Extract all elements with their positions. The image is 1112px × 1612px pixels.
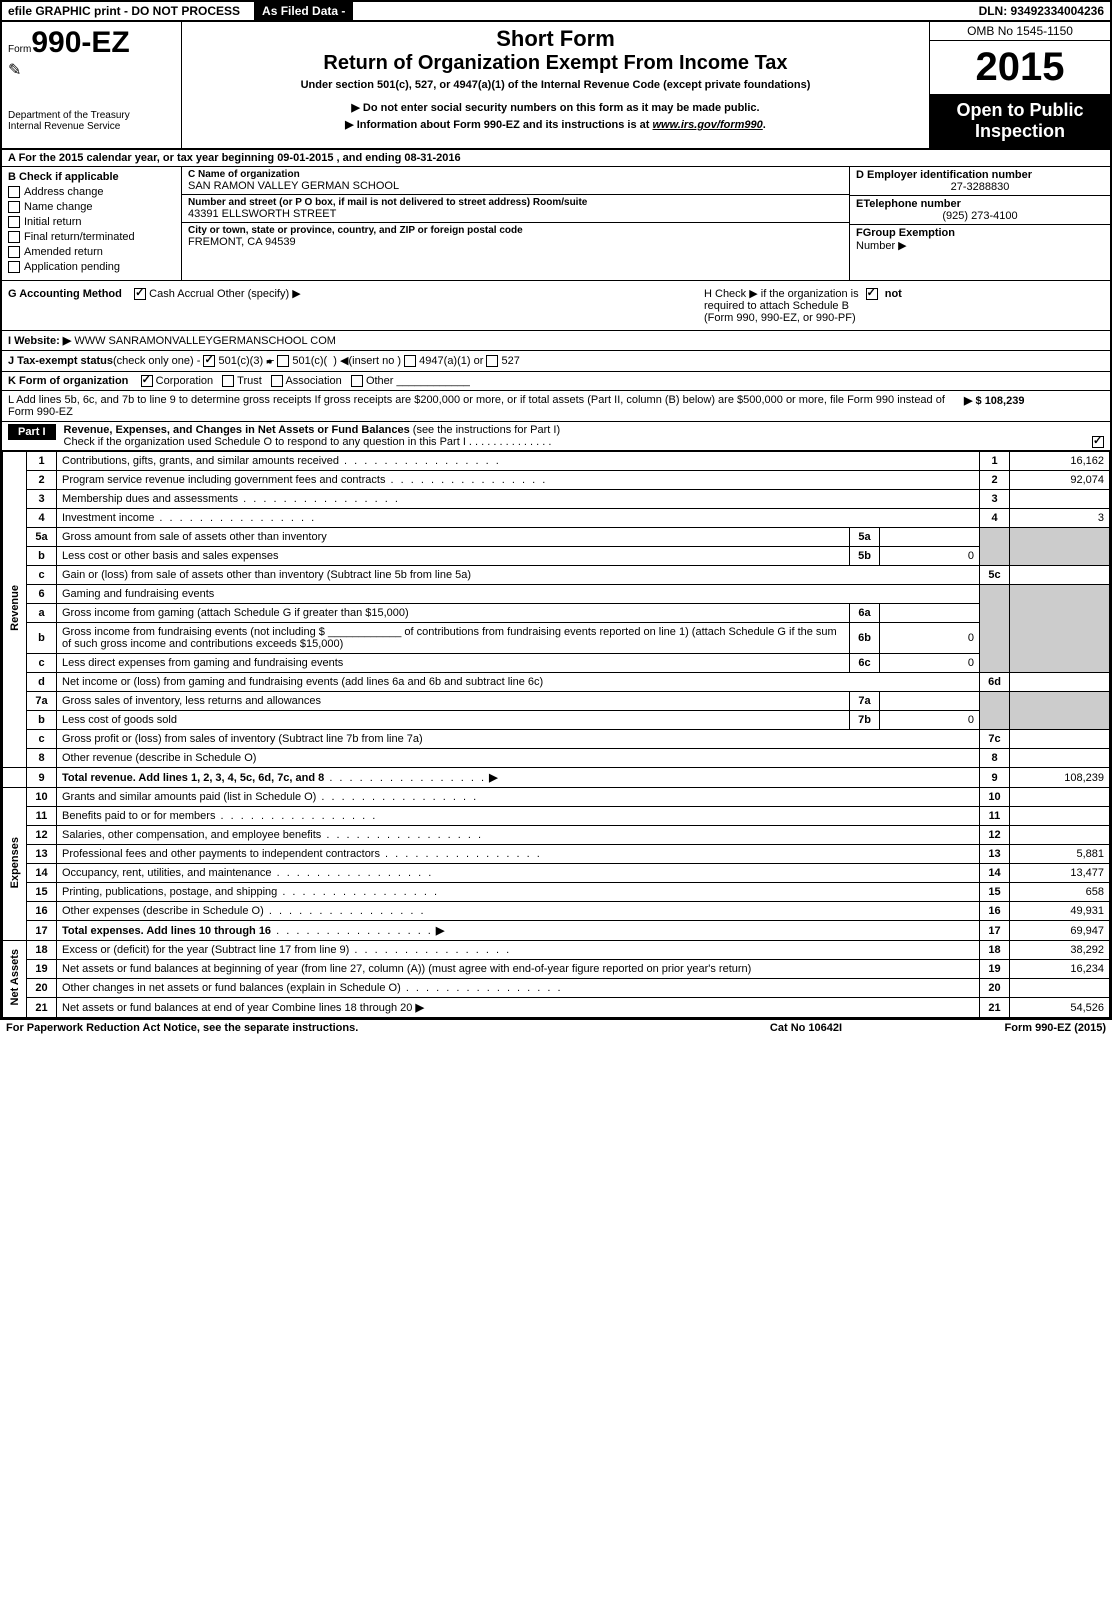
part1-sub: (see the instructions for Part I) xyxy=(413,424,560,436)
info-suffix: . xyxy=(763,119,766,131)
revenue-label: Revenue xyxy=(9,585,21,631)
chk-trust[interactable] xyxy=(222,375,234,387)
c-city-block: City or town, state or province, country… xyxy=(182,223,849,250)
section-bcdef: B Check if applicable Address change Nam… xyxy=(2,167,1110,281)
netassets-label: Net Assets xyxy=(9,949,21,1005)
info-line: ▶ Information about Form 990-EZ and its … xyxy=(192,118,919,131)
chk-assoc[interactable] xyxy=(271,375,283,387)
part1-title: Revenue, Expenses, and Changes in Net As… xyxy=(64,424,410,436)
open-line2: Inspection xyxy=(934,121,1106,142)
as-filed-label: As Filed Data - xyxy=(254,2,353,20)
efile-label: efile GRAPHIC print - DO NOT PROCESS xyxy=(2,2,246,20)
header-row: Form990-EZ ✎ Department of the Treasury … xyxy=(2,22,1110,150)
h-line3: (Form 990, 990-EZ, or 990-PF) xyxy=(704,312,856,324)
ein-value: 27-3288830 xyxy=(856,181,1104,193)
dln-label: DLN: 93492334004236 xyxy=(973,2,1110,20)
footer: For Paperwork Reduction Act Notice, see … xyxy=(0,1020,1112,1036)
row-j-status: J Tax-exempt status(check only one) - 50… xyxy=(2,351,1110,372)
part1-badge: Part I xyxy=(8,424,56,440)
g-label: G Accounting Method xyxy=(8,288,122,300)
dept-line2: Internal Revenue Service xyxy=(8,121,175,132)
chk-corp[interactable] xyxy=(141,375,153,387)
form-prefix: Form xyxy=(8,44,31,55)
c-name-block: C Name of organization SAN RAMON VALLEY … xyxy=(182,167,849,195)
org-city: FREMONT, CA 94539 xyxy=(188,236,843,248)
row-k-org: K Form of organization Corporation Trust… xyxy=(2,372,1110,391)
chk-cash[interactable] xyxy=(134,288,146,300)
info-link[interactable]: www.irs.gov/form990 xyxy=(653,119,763,131)
c-addr-block: Number and street (or P O box, if mail i… xyxy=(182,195,849,223)
g-accounting: G Accounting Method Cash Accrual Other (… xyxy=(8,287,704,324)
c-addr-label: Number and street (or P O box, if mail i… xyxy=(188,197,843,208)
l-amount: ▶ $ 108,239 xyxy=(964,394,1104,418)
omb-number: OMB No 1545-1150 xyxy=(930,22,1110,41)
form-number: 990-EZ xyxy=(31,26,129,59)
h-schedule-b: H Check ▶ if the organization is not req… xyxy=(704,287,1104,324)
part1-header: Part I Revenue, Expenses, and Changes in… xyxy=(2,422,1110,451)
c-city-label: City or town, state or province, country… xyxy=(188,225,843,236)
dept-line1: Department of the Treasury xyxy=(8,110,175,121)
chk-527[interactable] xyxy=(486,355,498,367)
d-ein-block: D Employer identification number 27-3288… xyxy=(850,167,1110,196)
return-title: Return of Organization Exempt From Incom… xyxy=(192,52,919,75)
short-form-title: Short Form xyxy=(192,26,919,52)
website-value: WWW SANRAMONVALLEYGERMANSCHOOL COM xyxy=(74,335,336,347)
h-line2: required to attach Schedule B xyxy=(704,300,849,312)
chk-amended-return[interactable]: Amended return xyxy=(8,246,175,258)
f-label: FGroup Exemption xyxy=(856,227,1104,239)
b-header: B Check if applicable xyxy=(8,171,175,183)
header-left: Form990-EZ ✎ Department of the Treasury … xyxy=(2,22,182,148)
top-bar: efile GRAPHIC print - DO NOT PROCESS As … xyxy=(2,2,1110,22)
part1-check: Check if the organization used Schedule … xyxy=(64,436,552,448)
open-line1: Open to Public xyxy=(934,100,1106,121)
h-line1: H Check ▶ if the organization is xyxy=(704,288,859,300)
e-label: ETelephone number xyxy=(856,198,1104,210)
chk-4947[interactable] xyxy=(404,355,416,367)
org-name: SAN RAMON VALLEY GERMAN SCHOOL xyxy=(188,180,843,192)
chk-h[interactable] xyxy=(866,288,878,300)
chk-address-change[interactable]: Address change xyxy=(8,186,175,198)
row-a-taxyear: A For the 2015 calendar year, or tax yea… xyxy=(2,150,1110,167)
row-l-gross: L Add lines 5b, 6c, and 7b to line 9 to … xyxy=(2,391,1110,422)
footer-formno: Form 990-EZ (2015) xyxy=(906,1022,1106,1034)
chk-501c3[interactable] xyxy=(203,355,215,367)
chk-final-return[interactable]: Final return/terminated xyxy=(8,231,175,243)
l-text: L Add lines 5b, 6c, and 7b to line 9 to … xyxy=(8,394,964,418)
col-c-org: C Name of organization SAN RAMON VALLEY … xyxy=(182,167,850,280)
chk-501c[interactable] xyxy=(277,355,289,367)
col-def: D Employer identification number 27-3288… xyxy=(850,167,1110,280)
k-label: K Form of organization xyxy=(8,375,128,387)
header-right: OMB No 1545-1150 2015 Open to Public Ins… xyxy=(930,22,1110,148)
footer-catno: Cat No 10642I xyxy=(706,1022,906,1034)
org-address: 43391 ELLSWORTH STREET xyxy=(188,208,843,220)
h-not: not xyxy=(885,288,902,300)
part1-table: Revenue 1Contributions, gifts, grants, a… xyxy=(2,451,1110,1018)
under-section: Under section 501(c), 527, or 4947(a)(1)… xyxy=(192,79,919,91)
form-990ez: efile GRAPHIC print - DO NOT PROCESS As … xyxy=(0,0,1112,1020)
chk-schedule-o[interactable] xyxy=(1092,436,1104,448)
c-name-label: C Name of organization xyxy=(188,169,843,180)
g-opts: Cash Accrual Other (specify) ▶ xyxy=(149,288,301,300)
header-mid: Short Form Return of Organization Exempt… xyxy=(182,22,930,148)
ssn-notice: ▶ Do not enter social security numbers o… xyxy=(192,101,919,114)
phone-value: (925) 273-4100 xyxy=(856,210,1104,222)
col-b-checkboxes: B Check if applicable Address change Nam… xyxy=(2,167,182,280)
chk-name-change[interactable]: Name change xyxy=(8,201,175,213)
open-public: Open to Public Inspection xyxy=(930,94,1110,148)
chk-application-pending[interactable]: Application pending xyxy=(8,261,175,273)
i-label: I Website: ▶ xyxy=(8,335,71,347)
d-label: D Employer identification number xyxy=(856,169,1104,181)
row-i-website: I Website: ▶ WWW SANRAMONVALLEYGERMANSCH… xyxy=(2,331,1110,351)
chk-initial-return[interactable]: Initial return xyxy=(8,216,175,228)
f-group-block: FGroup Exemption Number ▶ xyxy=(850,225,1110,254)
footer-notice: For Paperwork Reduction Act Notice, see … xyxy=(6,1022,706,1034)
expenses-label: Expenses xyxy=(9,837,21,888)
e-phone-block: ETelephone number (925) 273-4100 xyxy=(850,196,1110,225)
info-prefix: ▶ Information about Form 990-EZ and its … xyxy=(345,119,652,131)
tax-year: 2015 xyxy=(930,41,1110,94)
row-gh: G Accounting Method Cash Accrual Other (… xyxy=(2,281,1110,331)
f-label2: Number ▶ xyxy=(856,239,1104,252)
chk-other[interactable] xyxy=(351,375,363,387)
